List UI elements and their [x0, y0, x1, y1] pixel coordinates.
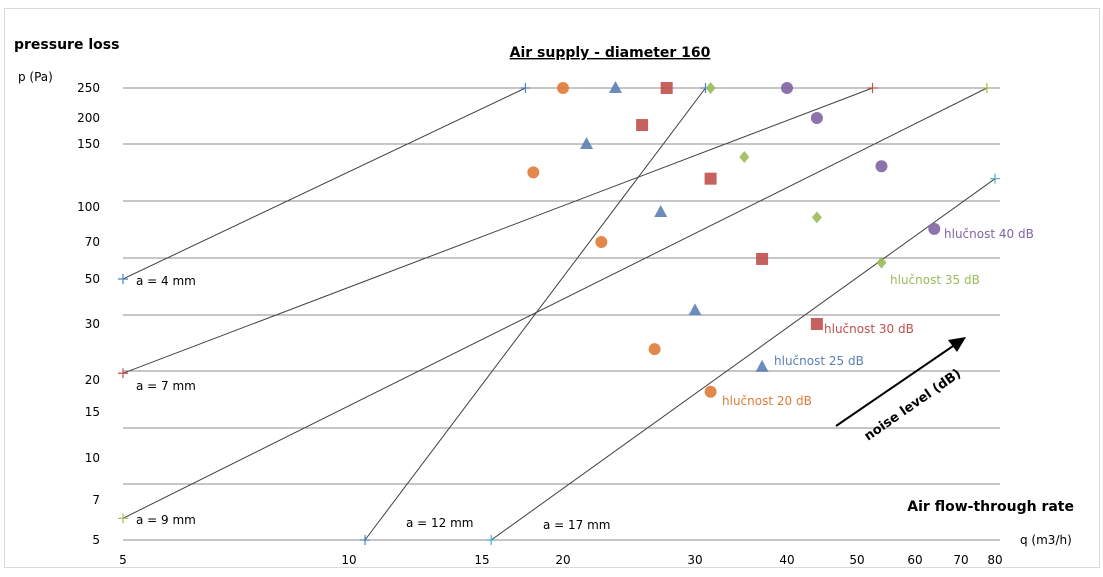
noise-point-marker — [636, 119, 649, 132]
noise-point-marker — [875, 160, 888, 173]
noise-point-marker — [876, 256, 887, 269]
x-axis-title: Air flow-through rate — [907, 499, 1074, 515]
series-line — [364, 87, 706, 541]
y-tick-label: 250 — [77, 81, 100, 95]
y-tick-label: 150 — [77, 137, 100, 151]
noise-point-marker — [755, 359, 769, 372]
noise-point-marker — [595, 236, 608, 248]
noise-point-marker — [739, 150, 750, 163]
noise-arrow-label: noise level (dB) — [862, 366, 964, 444]
x-tick-label: 15 — [474, 553, 489, 567]
y-tick-label: 70 — [85, 235, 100, 249]
noise-point-marker — [781, 82, 793, 94]
series-end-marker — [360, 535, 371, 545]
series-label: a = 7 mm — [136, 379, 196, 393]
noise-level-label: hlučnost 20 dB — [722, 394, 812, 408]
series-label: a = 4 mm — [136, 274, 196, 288]
y-tick-label: 7 — [92, 493, 100, 507]
noise-point-marker — [704, 385, 717, 398]
series-line — [122, 87, 873, 374]
y-tick-label: 10 — [85, 451, 100, 465]
marker-layer — [527, 81, 941, 398]
x-tick-label: 10 — [341, 553, 356, 567]
noise-point-marker — [705, 82, 716, 94]
noise-level-label: hlučnost 40 dB — [944, 227, 1034, 241]
y-tick-label: 15 — [85, 405, 100, 419]
noise-point-marker — [928, 222, 941, 235]
series-end-marker — [118, 513, 128, 524]
x-axis-label: q (m3/h) — [1020, 533, 1072, 547]
noise-level-label: hlučnost 30 dB — [824, 322, 914, 336]
noise-point-marker — [654, 205, 668, 218]
x-tick-label: 40 — [779, 553, 794, 567]
noise-point-marker — [810, 112, 823, 124]
series-line — [490, 178, 996, 541]
x-tick-label: 5 — [119, 553, 127, 567]
series-end-marker — [981, 83, 992, 93]
series-end-marker — [520, 83, 531, 93]
series-end-marker — [867, 83, 878, 93]
series-end-marker — [990, 173, 1000, 184]
x-tick-label: 80 — [987, 553, 1002, 567]
y-axis-title: pressure loss — [14, 37, 119, 53]
noise-point-marker — [580, 137, 594, 149]
noise-point-marker — [811, 211, 822, 224]
series-layer — [118, 83, 1000, 545]
series-end-marker — [118, 368, 128, 379]
series-line — [122, 87, 988, 519]
noise-point-marker — [810, 318, 823, 330]
x-tick-label: 20 — [555, 553, 570, 567]
x-tick-label: 30 — [687, 553, 702, 567]
series-line — [122, 87, 526, 280]
series-end-marker — [118, 274, 128, 284]
grid-layer — [123, 87, 1000, 541]
noise-point-marker — [527, 166, 540, 179]
y-tick-label: 20 — [85, 373, 100, 387]
y-tick-label: 100 — [77, 200, 100, 214]
noise-point-marker — [609, 81, 623, 93]
series-end-marker — [486, 535, 497, 545]
noise-arrow-line — [835, 343, 957, 427]
y-tick-label: 30 — [85, 317, 100, 331]
y-axis-label: p (Pa) — [18, 70, 53, 84]
x-tick-label: 50 — [849, 553, 864, 567]
series-label: a = 12 mm — [406, 516, 474, 530]
label-layer: 5 7 10 15 20 30 50 70 100 150 200 250 5 10 15 20 30 40 50 6… — [77, 81, 1034, 567]
y-tick-label: 5 — [92, 533, 100, 547]
x-tick-label: 70 — [953, 553, 968, 567]
noise-point-marker — [756, 252, 769, 265]
series-label: a = 9 mm — [136, 513, 196, 527]
y-tick-label: 50 — [85, 272, 100, 286]
noise-level-label: hlučnost 35 dB — [890, 273, 980, 287]
noise-level-label: hlučnost 25 dB — [774, 354, 864, 368]
noise-point-marker — [557, 82, 569, 94]
noise-point-marker — [688, 303, 702, 316]
x-tick-label: 60 — [907, 553, 922, 567]
noise-arrow-head — [948, 337, 966, 352]
series-label: a = 17 mm — [543, 518, 611, 532]
noise-point-marker — [660, 82, 673, 94]
chart-title: Air supply - diameter 160 — [510, 45, 711, 61]
y-tick-label: 200 — [77, 111, 100, 125]
noise-point-marker — [648, 343, 661, 356]
noise-point-marker — [704, 172, 717, 185]
